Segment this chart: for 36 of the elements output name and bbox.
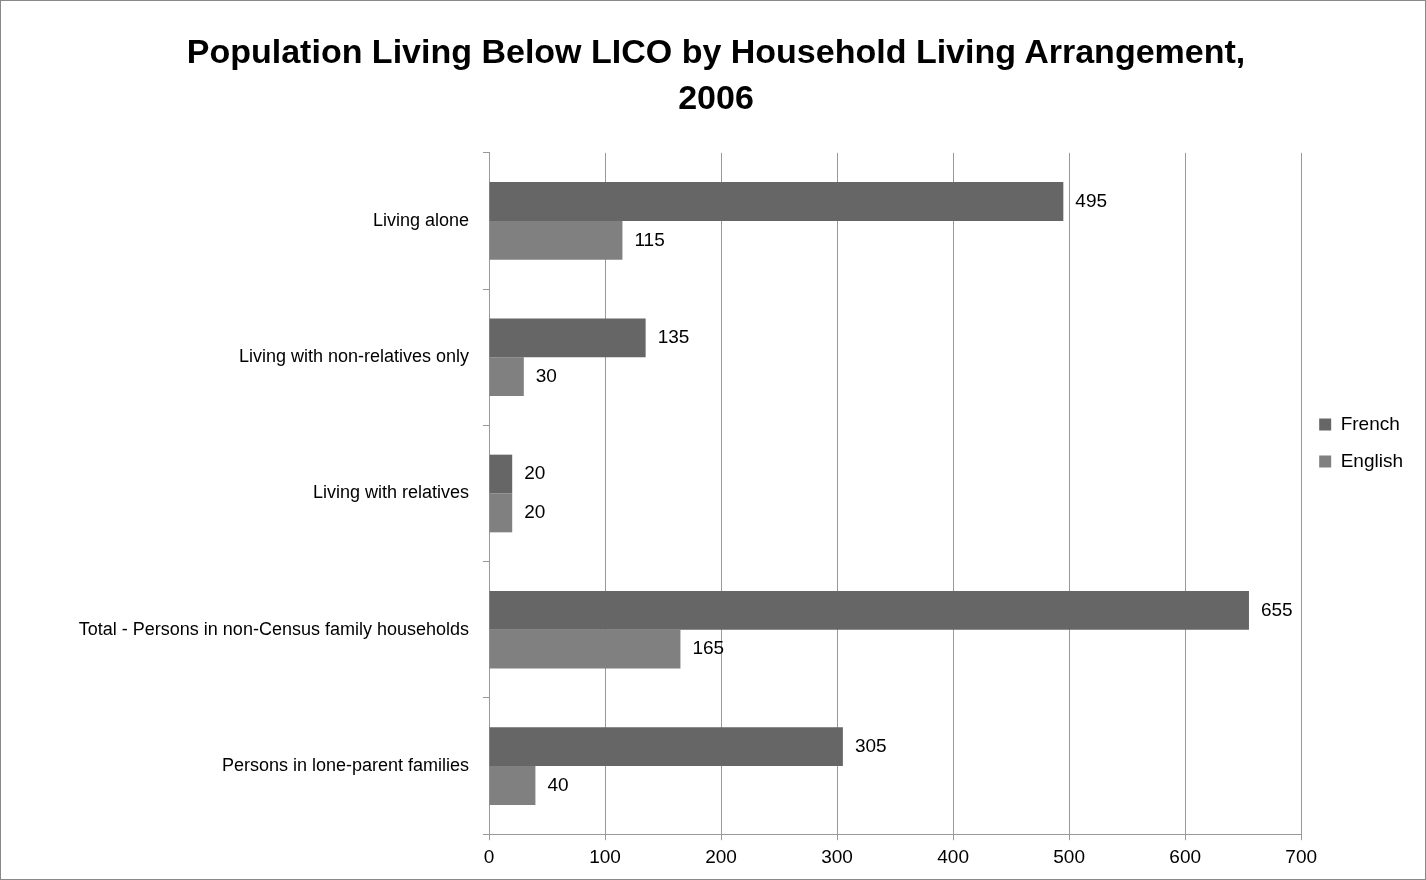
bar — [489, 182, 1064, 221]
data-label: 305 — [854, 734, 887, 756]
x-tick-label: 700 — [1285, 845, 1318, 867]
chart-title: Population Living Below LICO by Household Living Arrangement, 2006 — [186, 32, 1246, 117]
data-label: 20 — [524, 462, 546, 484]
y-tick-label: Total - Persons in non-Census family households — [78, 618, 469, 639]
y-tick-label: Living alone — [372, 209, 469, 230]
x-tick-label: 400 — [937, 845, 969, 867]
x-tick-label: 500 — [1053, 845, 1085, 867]
data-label: 655 — [1260, 598, 1293, 620]
bar — [489, 727, 843, 767]
x-tick-label: 100 — [589, 845, 621, 867]
data-label: 20 — [524, 501, 546, 523]
x-tick-label: 300 — [821, 845, 853, 867]
bar — [489, 590, 1249, 630]
data-label: 495 — [1075, 189, 1108, 211]
y-tick-label: Living with relatives — [312, 482, 469, 503]
bar — [489, 766, 536, 805]
bar — [489, 454, 513, 494]
x-tick-label: 600 — [1169, 845, 1202, 867]
data-label: 30 — [535, 364, 557, 386]
bar — [489, 629, 681, 669]
bar — [489, 318, 646, 358]
data-label: 115 — [634, 228, 665, 250]
legend-label: English — [1340, 449, 1404, 471]
data-label: 135 — [657, 326, 690, 348]
data-label: 165 — [692, 637, 725, 659]
legend-label: French — [1340, 412, 1400, 434]
y-tick-label: Living with non-relatives only — [238, 346, 469, 367]
bar — [489, 357, 524, 397]
x-tick-label: 0 — [483, 845, 495, 867]
x-tick-label: 200 — [705, 845, 737, 867]
bar — [489, 493, 513, 533]
data-label: 40 — [547, 773, 569, 795]
y-tick-label: Persons in lone-parent families — [221, 755, 469, 776]
bar — [489, 220, 623, 260]
